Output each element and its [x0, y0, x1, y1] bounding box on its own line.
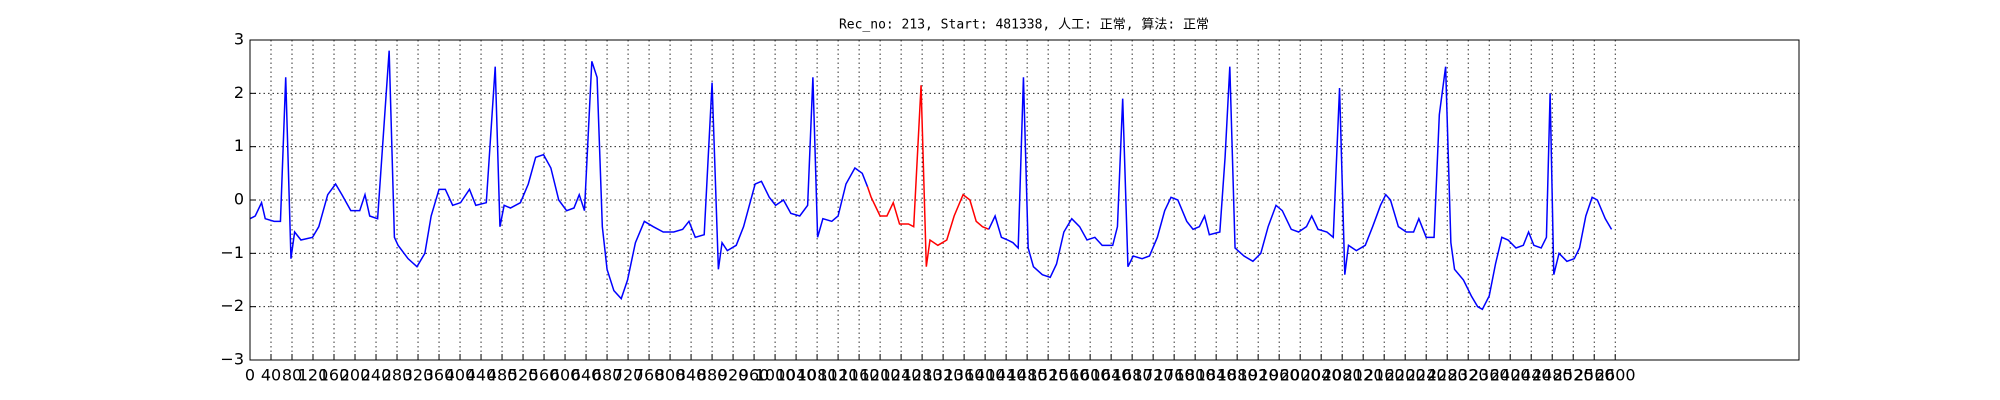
x-tick-label: 160	[319, 366, 350, 385]
x-tick-label: 480	[487, 366, 518, 385]
chart-title: Rec_no: 213, Start: 481338, 人工: 正常, 算法: …	[839, 18, 1209, 33]
x-tick-label: 1360	[944, 366, 985, 385]
x-tick-label: 560	[529, 366, 560, 385]
plot-frame	[249, 39, 1800, 361]
x-tick-label: 1560	[1049, 366, 1090, 385]
x-tick-label: 1720	[1133, 366, 1174, 385]
x-tick-label: 1000	[755, 366, 796, 385]
x-tick-label: 360	[424, 366, 455, 385]
x-tick-label: 1280	[902, 366, 943, 385]
x-tick-label: 1240	[881, 366, 922, 385]
x-tick-label: 680	[592, 366, 623, 385]
y-tick-label: −3	[220, 350, 244, 369]
x-tick-label: 1080	[797, 366, 838, 385]
y-tick-label: −2	[220, 296, 244, 315]
x-tick-label: 1840	[1196, 366, 1237, 385]
x-tick-label: 2240	[1406, 366, 1447, 385]
x-tick-label: 280	[382, 366, 413, 385]
x-tick-label: 1800	[1175, 366, 1216, 385]
x-tick-label: 2120	[1343, 366, 1384, 385]
y-tick-label: −1	[220, 243, 244, 262]
x-tick-label: 920	[718, 366, 749, 385]
x-tick-label: 240	[361, 366, 392, 385]
x-tick-label: 1960	[1259, 366, 1300, 385]
x-tick-label: 760	[634, 366, 665, 385]
x-tick-label: 2600	[1595, 366, 1636, 385]
x-tick-label: 2160	[1364, 366, 1405, 385]
x-tick-label: 1480	[1007, 366, 1048, 385]
x-tick-label: 1920	[1238, 366, 1279, 385]
x-tick-label: 720	[613, 366, 644, 385]
x-tick-label: 800	[655, 366, 686, 385]
x-tick-label: 1680	[1112, 366, 1153, 385]
x-tick-label: 2080	[1322, 366, 1363, 385]
x-tick-label: 2040	[1301, 366, 1342, 385]
signal-line	[249, 50, 869, 301]
x-tick-label: 1640	[1091, 366, 1132, 385]
x-tick-label: 400	[445, 366, 476, 385]
x-tick-label: 2000	[1280, 366, 1321, 385]
x-tick-label: 840	[676, 366, 707, 385]
x-tick-label: 1880	[1217, 366, 1258, 385]
x-tick-label: 1600	[1070, 366, 1111, 385]
x-tick-label: 2320	[1448, 366, 1489, 385]
x-tick-label: 80	[282, 366, 302, 385]
x-tick-label: 640	[571, 366, 602, 385]
x-tick-label: 1160	[839, 366, 880, 385]
x-tick-label: 440	[466, 366, 497, 385]
x-tick-label: 1200	[860, 366, 901, 385]
x-tick-label: 0	[245, 366, 255, 385]
x-tick-label: 2360	[1469, 366, 1510, 385]
x-tick-label: 600	[550, 366, 581, 385]
x-tick-label: 2440	[1511, 366, 1552, 385]
signal-line	[866, 85, 990, 267]
y-tick-label: 0	[234, 190, 244, 209]
x-tick-label: 1400	[965, 366, 1006, 385]
x-tick-label: 320	[403, 366, 434, 385]
x-tick-label: 200	[340, 366, 371, 385]
x-tick-label: 2520	[1553, 366, 1594, 385]
x-tick-label: 1040	[776, 366, 817, 385]
x-tick-label: 2560	[1574, 366, 1615, 385]
x-tick-label: 1760	[1154, 366, 1195, 385]
x-tick-label: 2200	[1385, 366, 1426, 385]
y-tick-label: 1	[234, 136, 244, 155]
x-tick-label: 960	[739, 366, 770, 385]
signal-line	[988, 66, 1613, 311]
x-tick-label: 1520	[1028, 366, 1069, 385]
x-tick-label: 520	[508, 366, 539, 385]
x-tick-label: 2400	[1490, 366, 1531, 385]
x-tick-label: 1120	[818, 366, 859, 385]
x-tick-label: 880	[697, 366, 728, 385]
x-tick-label: 1440	[986, 366, 1027, 385]
x-tick-label: 2280	[1427, 366, 1468, 385]
y-tick-label: 3	[234, 30, 244, 49]
x-tick-label: 2480	[1532, 366, 1573, 385]
x-tick-label: 1320	[923, 366, 964, 385]
x-tick-label: 40	[261, 366, 281, 385]
y-tick-label: 2	[234, 83, 244, 102]
x-tick-label: 120	[298, 366, 329, 385]
